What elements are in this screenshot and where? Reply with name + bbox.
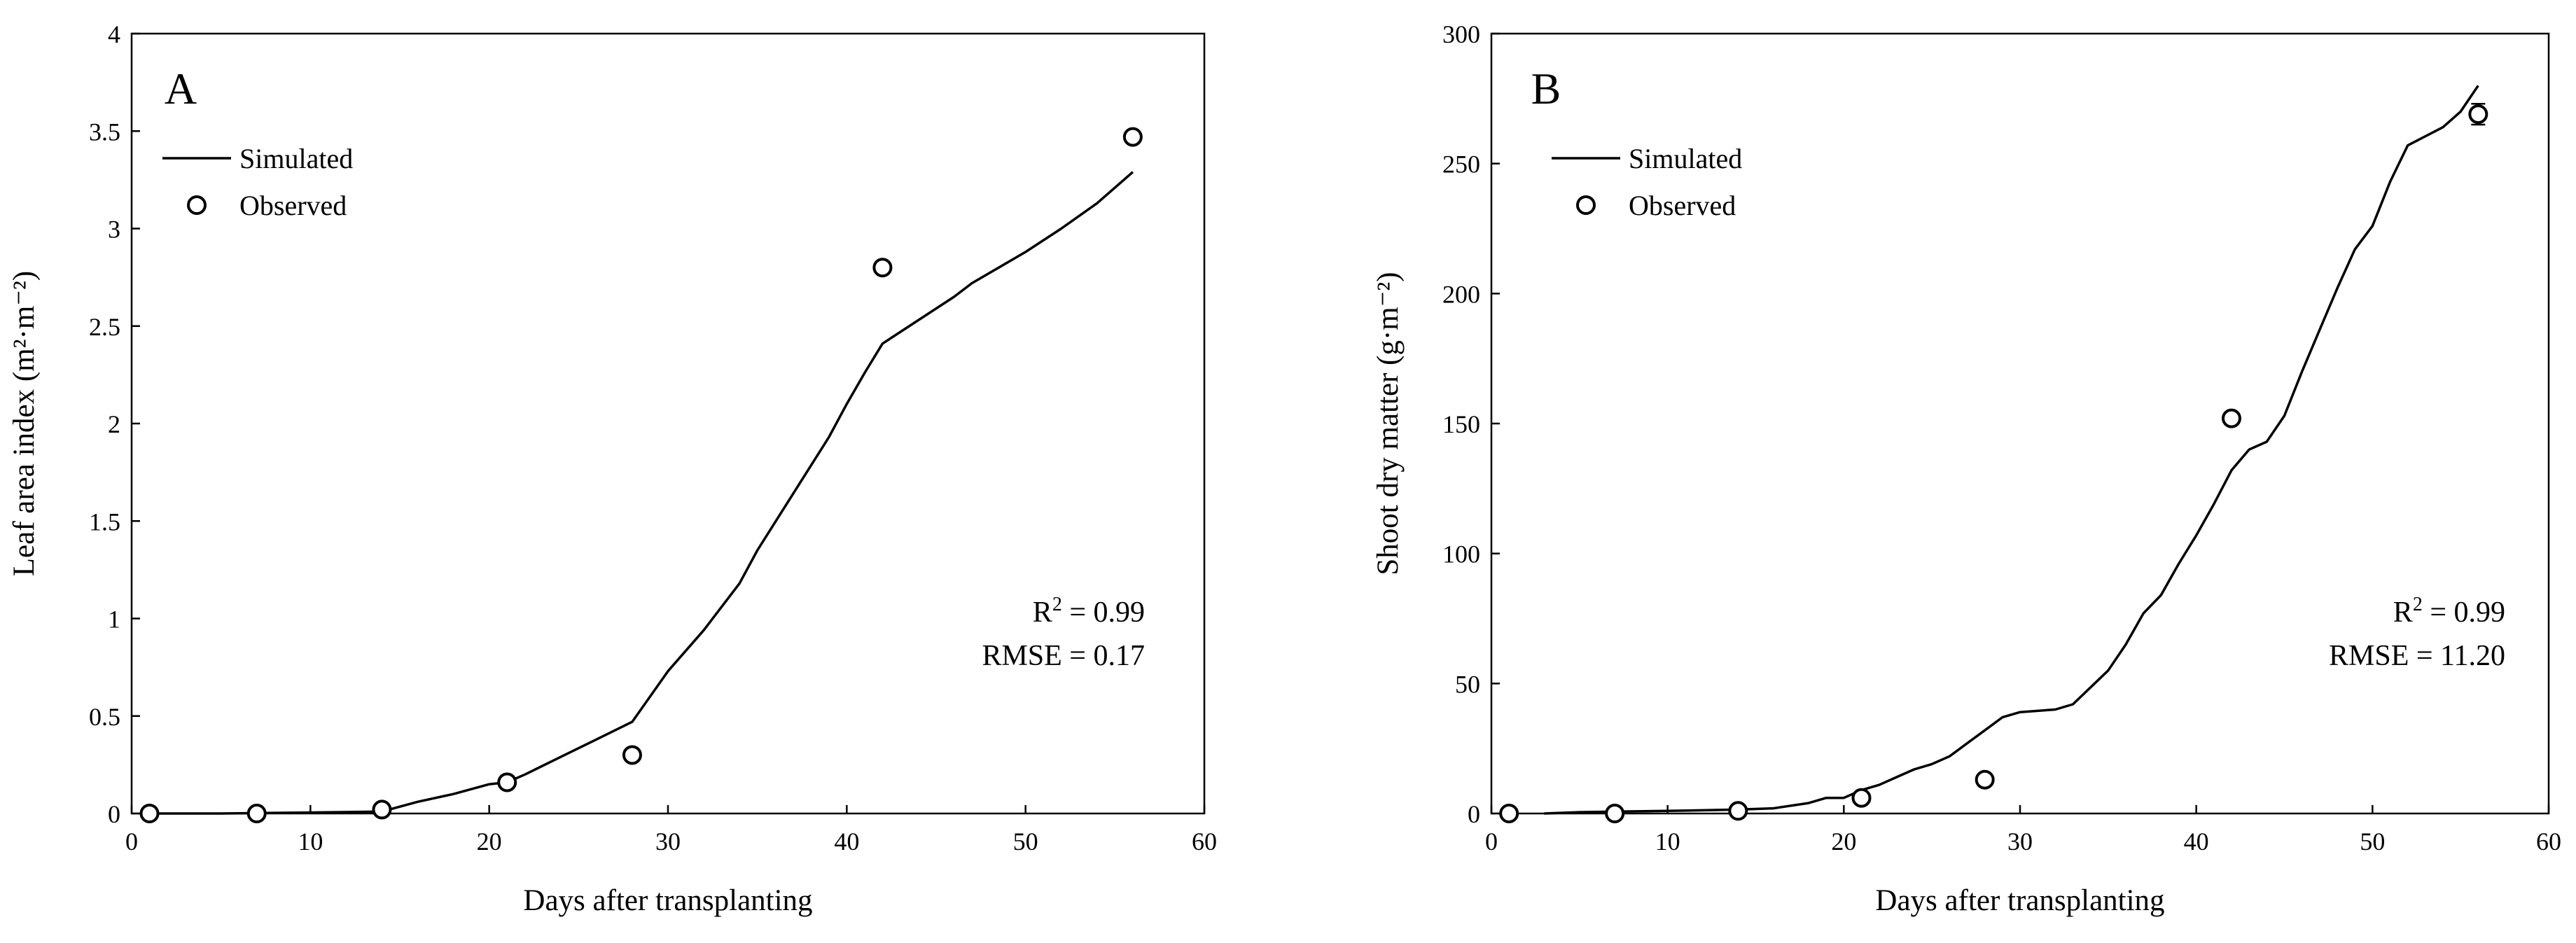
chart-panel-b: 0 10 20 30 40 50 60 0 50 100 150 200 250 300 Days afte… [1372, 20, 2561, 917]
x-tick-label: 40 [2184, 827, 2209, 855]
r-squared-value: = 0.99 [2423, 596, 2505, 629]
x-tick-label: 0 [125, 827, 138, 855]
observed-point [1975, 769, 1995, 790]
x-axis-label: Days after transplanting [523, 884, 812, 917]
panel-letter: B [1531, 64, 1561, 113]
y-tick-label: 150 [1442, 410, 1480, 438]
y-tick-label: 250 [1442, 151, 1480, 179]
observed-point [1499, 804, 1519, 823]
x-axis-label: Days after transplanting [1875, 884, 2164, 917]
y-tick-label: 50 [1455, 670, 1480, 698]
y-tick-label: 3 [108, 216, 120, 244]
y-tick-label: 3.5 [89, 118, 120, 146]
r-squared-symbol: R [1033, 596, 1052, 629]
observed-point [2468, 104, 2488, 125]
y-tick-label: 2 [108, 410, 120, 438]
y-tick-label: 300 [1442, 20, 1480, 48]
simulated-series-line [149, 171, 1134, 815]
rmse-annotation: RMSE = 0.17 [982, 640, 1145, 672]
observed-point [246, 804, 267, 823]
chart-panel-a: 0 10 20 30 40 50 60 0 0.5 1 1.5 2 2.5 3 3.5 4 Days after… [8, 20, 1217, 917]
r-squared-value: = 0.99 [1062, 596, 1145, 629]
x-tick-label: 30 [655, 827, 681, 855]
legend-observed-label: Observed [239, 190, 347, 221]
r-squared-superscript: 2 [2413, 594, 2423, 615]
y-tick-label: 1 [108, 606, 120, 634]
legend-observed-label: Observed [1629, 190, 1736, 221]
legend-simulated-label: Simulated [239, 143, 353, 174]
x-tick-label: 50 [2360, 827, 2385, 855]
legend: Simulated Observed [1552, 143, 1742, 221]
y-tick-label: 0 [1468, 800, 1480, 828]
observed-point [1122, 127, 1143, 147]
simulated-series-line [1544, 85, 2479, 815]
observed-point [2222, 408, 2241, 428]
r-squared-symbol: R [2393, 596, 2413, 629]
y-tick-label: 0 [108, 800, 120, 828]
legend-simulated-label: Simulated [1629, 143, 1742, 174]
r-squared-superscript: 2 [1052, 594, 1062, 615]
observed-point [1728, 801, 1748, 821]
legend: Simulated Observed [162, 143, 353, 221]
y-tick-label: 0.5 [89, 703, 120, 731]
x-tick-label: 10 [298, 827, 323, 855]
observed-point [139, 804, 160, 823]
rmse-annotation: RMSE = 11.20 [2329, 640, 2505, 672]
y-tick-label: 100 [1442, 540, 1480, 568]
r-squared-annotation: R2 = 0.99 [2393, 594, 2505, 629]
y-tick-label: 4 [108, 20, 120, 48]
y-axis-label: Leaf area index (m²·m⁻²) [8, 271, 41, 576]
x-tick-label: 60 [1192, 827, 1217, 855]
legend-observed-marker [187, 195, 207, 215]
panel-letter: A [165, 64, 197, 113]
x-tick-label: 20 [477, 827, 502, 855]
y-tick-label: 2.5 [89, 313, 120, 341]
x-tick-label: 60 [2536, 827, 2561, 855]
observed-point [1851, 788, 1872, 808]
y-axis-label: Shoot dry matter (g·m⁻²) [1372, 272, 1405, 575]
y-tick-label: 200 [1442, 280, 1480, 308]
r-squared-annotation: R2 = 0.99 [1033, 594, 1145, 629]
observed-point [1605, 804, 1625, 823]
x-tick-label: 0 [1485, 827, 1498, 855]
observed-point [497, 772, 517, 792]
observed-point [622, 745, 642, 765]
x-tick-label: 40 [834, 827, 859, 855]
legend-observed-marker [1576, 195, 1596, 215]
x-tick-label: 30 [2007, 827, 2033, 855]
y-tick-label: 1.5 [89, 508, 120, 536]
observed-point [372, 799, 392, 820]
x-tick-label: 20 [1831, 827, 1856, 855]
x-tick-label: 50 [1013, 827, 1038, 855]
x-tick-label: 10 [1655, 827, 1680, 855]
observed-point [872, 258, 893, 278]
